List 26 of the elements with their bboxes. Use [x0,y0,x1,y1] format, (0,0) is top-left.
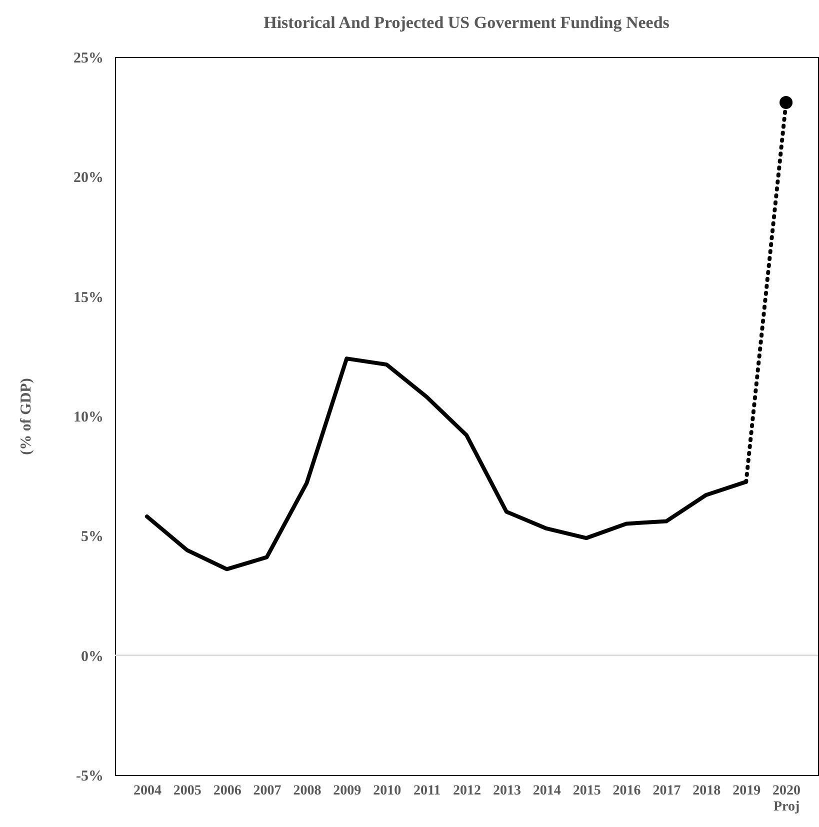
x-tick-label: 2011 [413,784,441,798]
chart-title: Historical And Projected US Goverment Funding Needs [264,13,670,32]
x-tick-label: 2006 [213,784,242,798]
x-tick-label: 2008 [293,784,322,798]
y-tick-label: -5% [76,768,104,784]
x-tick-label: 2014 [532,784,561,798]
x-tick-label: 2019 [732,784,761,798]
x-tick-label: 2020 Proj [772,784,801,814]
x-tick-label: 2018 [692,784,721,798]
y-tick-label: 10% [74,410,104,426]
x-tick-label: 2005 [173,784,202,798]
y-tick-label: 25% [74,50,104,66]
y-tick-label: 15% [74,290,104,306]
y-tick-label: 20% [74,170,104,186]
x-tick-label: 2015 [572,784,601,798]
y-tick-label: 5% [81,529,104,546]
y-axis-title: (% of GDP) [18,378,34,455]
x-tick-label: 2009 [333,784,362,798]
x-tick-label: 2012 [453,784,481,798]
x-tick-label: 2016 [612,784,641,798]
y-tick-label: 0% [81,648,104,665]
x-tick-label: 2017 [652,784,681,798]
x-tick-label: 2007 [253,784,282,798]
x-tick-label: 2013 [492,784,521,798]
x-tick-label: 2010 [373,784,402,798]
x-tick-label: 2004 [133,784,162,798]
